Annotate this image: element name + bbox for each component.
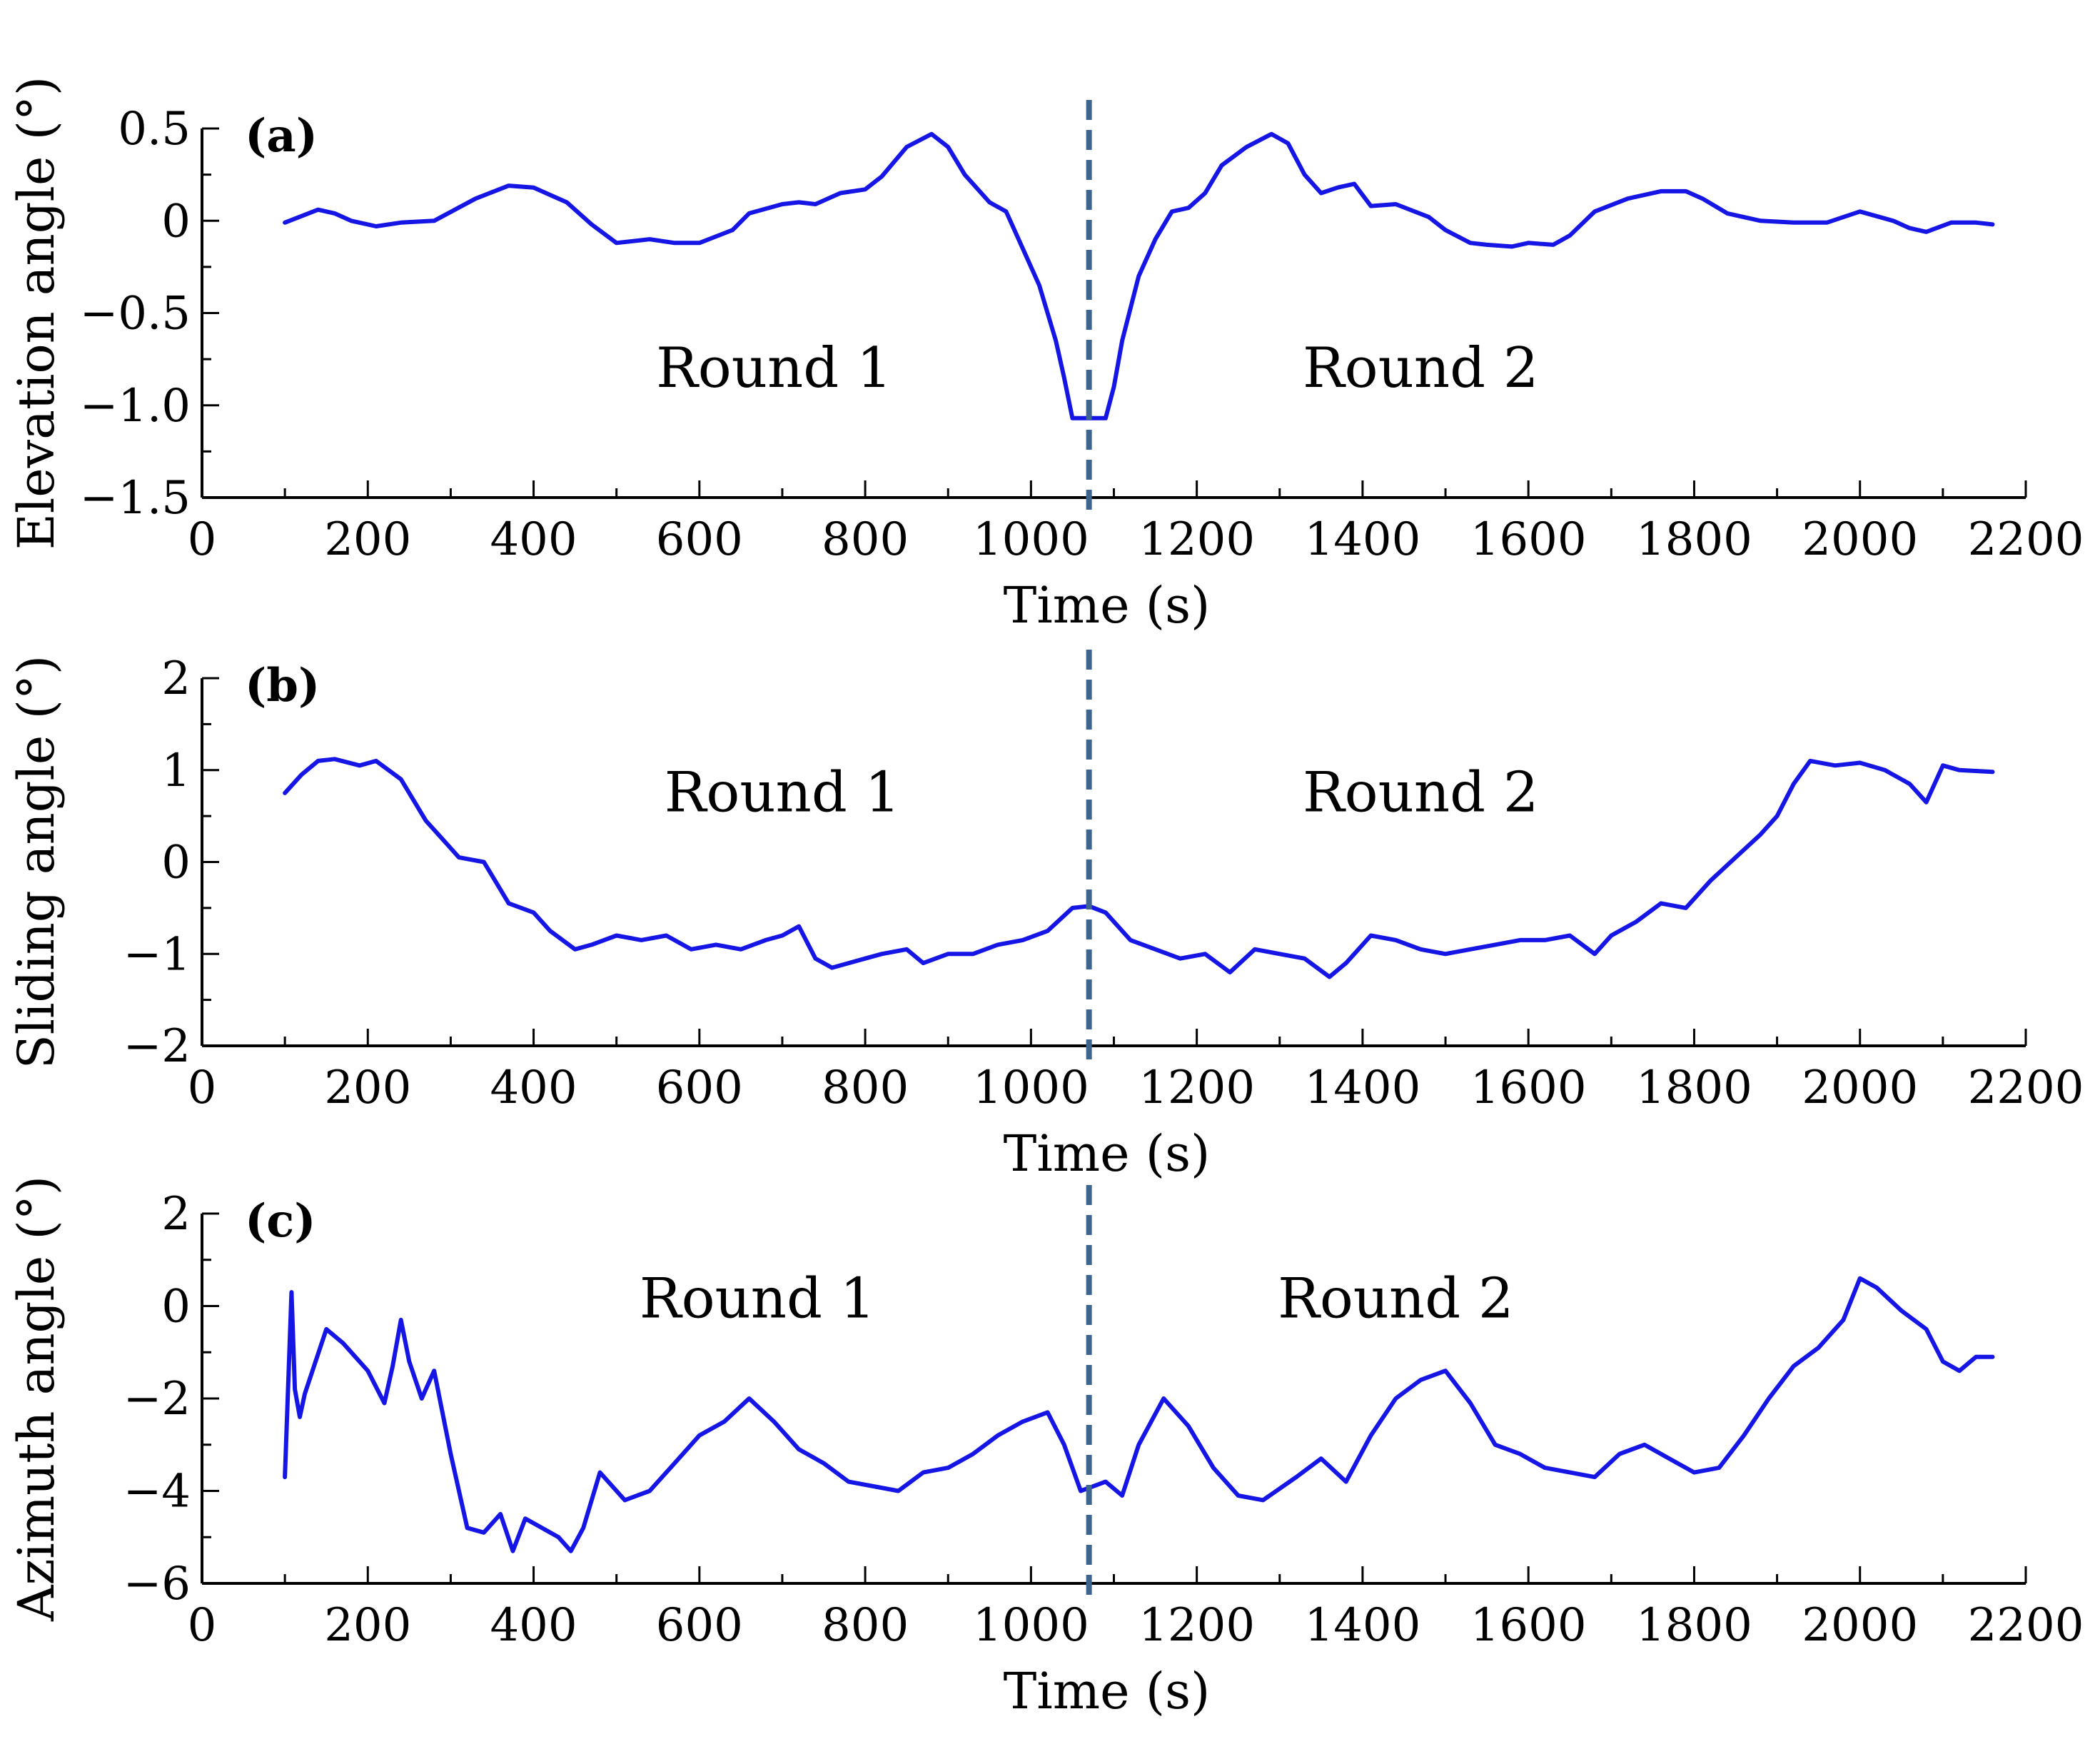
panel-label: (c) [245,1194,316,1248]
x-tick-label: 400 [490,1599,577,1652]
x-tick-label: 400 [490,1062,577,1114]
y-tick-label: 0.5 [118,103,191,156]
round-annotation: Round 2 [1303,336,1539,400]
y-axis-label: Elevation angle (°) [7,76,66,550]
y-tick-label: 0 [161,837,191,889]
panel-label: (b) [245,659,320,712]
y-axis-label: Azimuth angle (°) [7,1176,66,1622]
x-axis-label: Time (s) [1004,1124,1211,1183]
y-axis-label: Sliding angle (°) [7,655,66,1069]
panel-label: (a) [245,109,318,163]
y-tick-label: −0.5 [80,288,191,341]
x-tick-label: 1000 [973,513,1089,566]
x-tick-label: 800 [822,513,909,566]
x-tick-label: 1800 [1636,1062,1752,1114]
x-tick-label: 200 [324,1062,411,1114]
x-tick-label: 1600 [1470,513,1587,566]
x-tick-label: 600 [656,1599,743,1652]
x-tick-label: 200 [324,1599,411,1652]
x-tick-label: 2000 [1802,1062,1918,1114]
chart-panel-c: 0 200 400 600 800 1000 1200 1400 1600 1800 2000 220… [7,1176,2084,1720]
series-line-elevation-angle [283,131,1995,420]
x-tick-label: 2200 [1968,513,2084,566]
x-tick-label: 800 [822,1062,909,1114]
y-tick-label: 2 [161,652,191,705]
y-tick-label: −2 [123,1020,191,1073]
y-tick-label: 0 [161,195,191,248]
x-tick-label: 400 [490,513,577,566]
y-tick-label: −6 [123,1558,191,1611]
x-tick-label: 2200 [1968,1062,2084,1114]
round-annotation: Round 1 [665,761,901,825]
x-tick-label: 1200 [1139,513,1255,566]
x-tick-label: 2200 [1968,1599,2084,1652]
x-tick-label: 1200 [1139,1599,1255,1652]
x-tick-label: 1600 [1470,1599,1587,1652]
y-tick-label: −1.0 [80,380,191,433]
x-tick-label: 0 [188,1062,217,1114]
x-tick-label: 600 [656,1062,743,1114]
y-tick-label: 2 [161,1188,191,1241]
round-annotation: Round 1 [656,336,892,400]
series-line-azimuth-angle [283,1276,1995,1553]
y-tick-label: 1 [161,745,191,797]
x-tick-label: 0 [188,1599,217,1652]
round-annotation: Round 2 [1278,1267,1514,1331]
x-tick-label: 1000 [973,1599,1089,1652]
x-tick-label: 1400 [1304,1062,1420,1114]
x-axis-label: Time (s) [1004,576,1211,635]
x-tick-label: 1800 [1636,513,1752,566]
x-tick-label: 800 [822,1599,909,1652]
series-line-sliding-angle [283,757,1995,979]
chart-panel-a: 0 200 400 600 800 1000 1200 1400 1600 1800 2000 220… [7,76,2084,635]
x-tick-label: 1400 [1304,513,1420,566]
y-tick-label: −1 [123,928,191,981]
y-tick-label: −4 [123,1466,191,1518]
x-tick-label: 200 [324,513,411,566]
round-annotation: Round 1 [640,1267,876,1331]
x-axis-label: Time (s) [1004,1662,1211,1720]
x-tick-label: 1200 [1139,1062,1255,1114]
round-annotation: Round 2 [1303,761,1539,825]
x-tick-label: 1400 [1304,1599,1420,1652]
y-tick-label: 0 [161,1281,191,1334]
x-tick-label: 1000 [973,1062,1089,1114]
x-tick-label: 2000 [1802,1599,1918,1652]
y-tick-label: −2 [123,1373,191,1426]
x-tick-label: 600 [656,513,743,566]
x-tick-label: 1600 [1470,1062,1587,1114]
x-tick-label: 2000 [1802,513,1918,566]
y-tick-label: −1.5 [80,472,191,525]
x-tick-label: 1800 [1636,1599,1752,1652]
chart-panel-b: 0 200 400 600 800 1000 1200 1400 1600 1800 2000 220… [7,650,2084,1183]
x-tick-label: 0 [188,513,217,566]
